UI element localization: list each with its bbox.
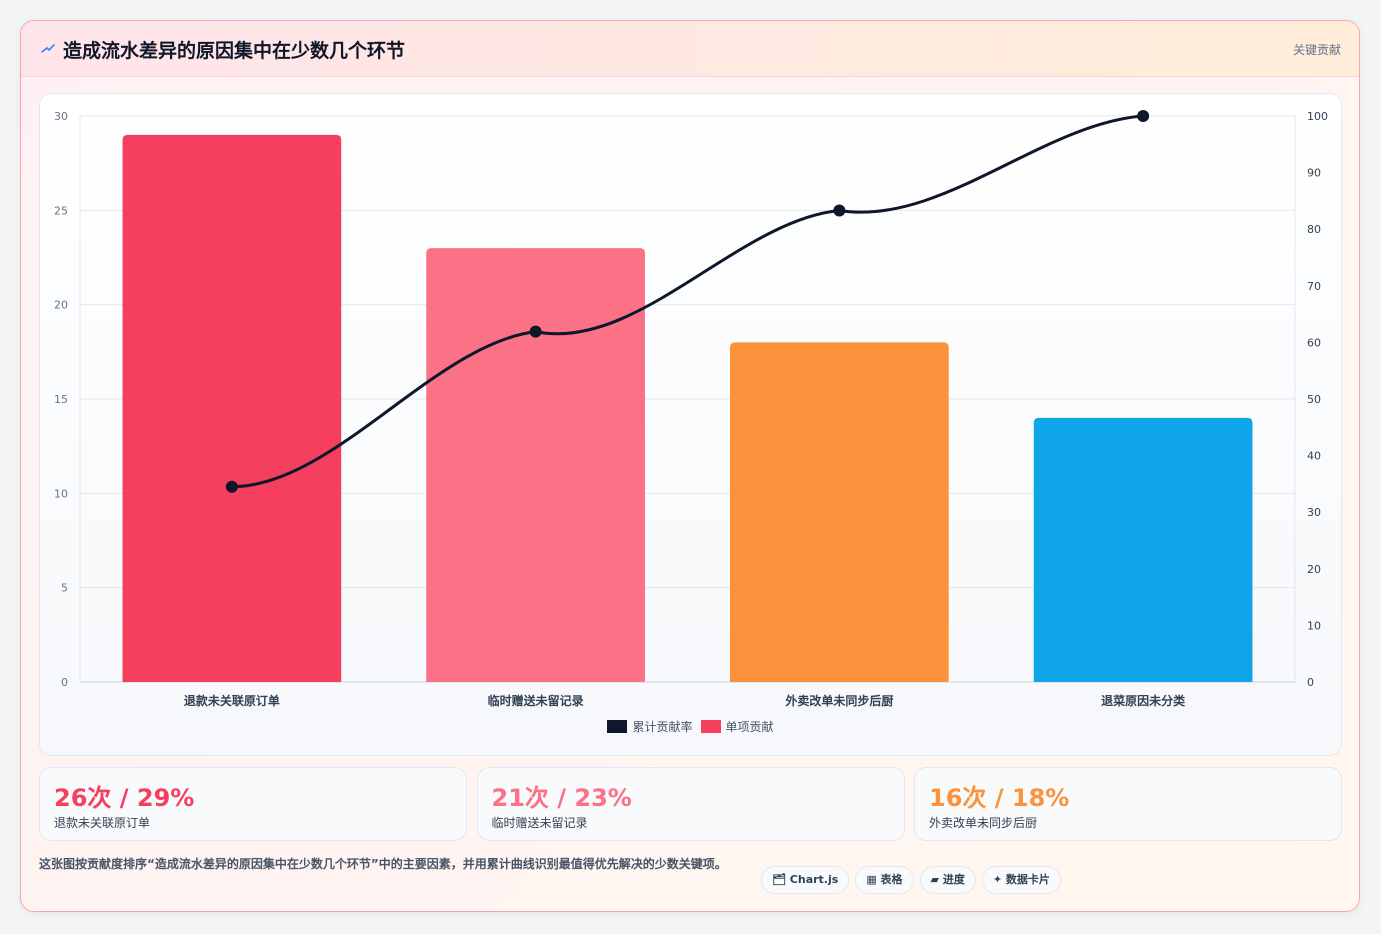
stat-cards: 26次 / 29% 退款未关联原订单 21次 / 23% 临时赠送未留记录 16次 / … — [39, 767, 1342, 841]
y-tick-label: 25 — [54, 204, 68, 217]
chart-panel: 0 5 10 15 20 25 30 0 10 20 30 40 50 60 70 80 90 100 退款未关联原… — [39, 93, 1342, 756]
y2-tick-label: 20 — [1307, 563, 1321, 576]
cumulative-point — [833, 204, 846, 217]
legend-swatch — [607, 720, 628, 733]
stat-label: 外卖改单未同步后厨 — [929, 816, 1038, 830]
y-tick-label: 5 — [61, 582, 68, 595]
stat-label: 退款未关联原订单 — [54, 816, 151, 830]
y2-tick-label: 0 — [1307, 676, 1314, 689]
x-tick-label: 外卖改单未同步后厨 — [785, 693, 893, 708]
pareto-chart: 0 5 10 15 20 25 30 0 10 20 30 40 50 60 70 80 90 100 退款未关联原… — [54, 110, 1328, 708]
y-tick-label: 10 — [54, 487, 68, 500]
stat-value: 26次 / 29% — [54, 784, 195, 812]
chart-legend: 累计贡献率 单项贡献 — [40, 718, 1341, 736]
chart-description: 这张图按贡献度排序“造成流水差异的原因集中在少数几个环节”中的主要因素，并用累计… — [39, 857, 727, 871]
tech-chip[interactable]: 🗂 Chart.js — [761, 866, 850, 894]
legend-label: 单项贡献 — [725, 720, 774, 734]
cumulative-point — [1137, 110, 1150, 122]
tech-chip[interactable]: ▦ 表格 — [855, 866, 914, 894]
stat-value: 16次 / 18% — [929, 784, 1070, 812]
cumulative-line — [231, 114, 1144, 489]
bar — [426, 248, 645, 683]
tech-chips: 🗂 Chart.js ▦ 表格 ▰ 进度 ✦ 数据卡片 — [761, 866, 1067, 894]
x-tick-label: 退款未关联原订单 — [184, 693, 280, 708]
chart-card: 造成流水差异的原因集中在少数几个环节 关键贡献 0 5 10 15 20 25 30 0 10 2… — [20, 20, 1360, 912]
stat-card: 16次 / 18% 外卖改单未同步后厨 — [914, 767, 1342, 841]
y2-tick-label: 70 — [1307, 280, 1321, 293]
bar — [730, 342, 949, 682]
stat-label: 临时赠送未留记录 — [491, 816, 588, 830]
y2-tick-label: 60 — [1307, 336, 1321, 349]
trend-icon — [41, 44, 55, 53]
stat-card: 21次 / 23% 临时赠送未留记录 — [476, 767, 905, 841]
legend-item[interactable]: 累计贡献率 — [607, 718, 693, 735]
legend-swatch — [700, 720, 721, 733]
y-tick-label: 15 — [54, 393, 68, 406]
y2-tick-label: 90 — [1307, 167, 1321, 180]
y2-tick-label: 50 — [1307, 393, 1321, 406]
x-tick-label: 退菜原因未分类 — [1101, 693, 1186, 708]
legend-item[interactable]: 单项贡献 — [700, 718, 774, 735]
y-tick-label: 20 — [54, 299, 68, 312]
y-tick-label: 0 — [61, 676, 68, 689]
tech-chip[interactable]: ▰ 进度 — [919, 866, 976, 894]
y-tick-label: 30 — [54, 110, 68, 123]
header-tag: 关键贡献 — [1292, 43, 1341, 57]
y2-tick-label: 100 — [1307, 110, 1328, 123]
tech-chip[interactable]: ✦ 数据卡片 — [981, 866, 1061, 894]
cumulative-point — [225, 480, 238, 493]
bar — [122, 134, 342, 682]
y2-tick-label: 30 — [1307, 506, 1321, 519]
x-tick-label: 临时赠送未留记录 — [488, 693, 584, 708]
y2-tick-label: 40 — [1307, 450, 1321, 463]
stat-card: 26次 / 29% 退款未关联原订单 — [39, 767, 467, 841]
page-title: 造成流水差异的原因集中在少数几个环节 — [63, 40, 406, 62]
y2-tick-label: 10 — [1307, 619, 1321, 632]
bar — [1033, 417, 1253, 682]
legend-label: 累计贡献率 — [632, 720, 693, 734]
card-header: 造成流水差异的原因集中在少数几个环节 关键贡献 — [21, 21, 1359, 77]
y2-tick-label: 80 — [1307, 223, 1321, 236]
cumulative-point — [529, 325, 542, 338]
stat-value: 21次 / 23% — [491, 784, 632, 812]
